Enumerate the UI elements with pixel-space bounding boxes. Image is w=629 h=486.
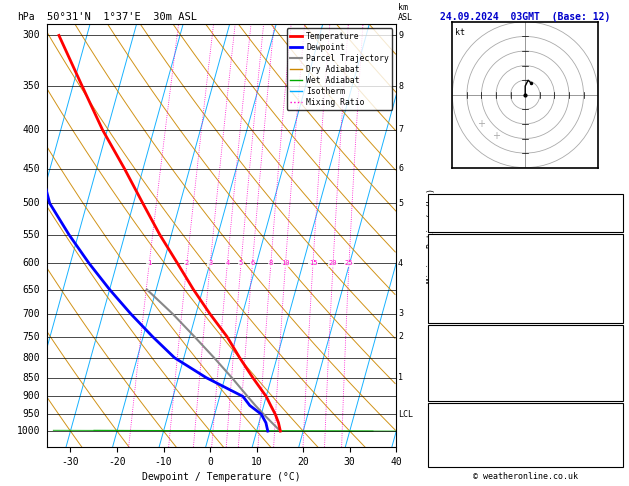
Text: 2.17: 2.17 (598, 221, 619, 230)
Text: PW (cm): PW (cm) (431, 221, 468, 230)
Text: 1001: 1001 (598, 340, 619, 348)
Text: 2: 2 (614, 378, 619, 386)
Text: Dewp (°C): Dewp (°C) (431, 261, 479, 270)
Text: 4: 4 (225, 260, 230, 266)
Text: 450: 450 (23, 164, 40, 174)
Text: 5: 5 (239, 260, 243, 266)
Text: © weatheronline.co.uk: © weatheronline.co.uk (473, 472, 577, 481)
Text: 500: 500 (23, 198, 40, 208)
Text: 313: 313 (603, 352, 619, 361)
Text: 800: 800 (23, 353, 40, 363)
Text: Totals Totals: Totals Totals (431, 208, 500, 217)
Text: θᵉ (K): θᵉ (K) (431, 352, 463, 361)
Text: Most Unstable: Most Unstable (491, 327, 559, 336)
Text: 1: 1 (147, 260, 152, 266)
Text: StmSpd (kt): StmSpd (kt) (431, 456, 489, 465)
Text: 8: 8 (269, 260, 273, 266)
Text: 3: 3 (398, 310, 403, 318)
Text: 850: 850 (23, 373, 40, 382)
Text: 1: 1 (398, 373, 403, 382)
Text: 313: 313 (603, 274, 619, 283)
Text: 700: 700 (23, 309, 40, 319)
Text: +: + (492, 131, 500, 140)
Text: Mixing Ratio (g/kg): Mixing Ratio (g/kg) (426, 188, 436, 283)
Text: 600: 600 (23, 258, 40, 268)
Text: 400: 400 (23, 125, 40, 135)
Text: 750: 750 (23, 331, 40, 342)
Text: Surface: Surface (507, 236, 543, 245)
Text: Lifted Index: Lifted Index (431, 287, 494, 295)
Text: 267°: 267° (598, 443, 619, 452)
Text: 1: 1 (614, 365, 619, 374)
Text: Hodograph: Hodograph (501, 405, 549, 414)
Text: StmDir: StmDir (431, 443, 463, 452)
Text: +: + (477, 119, 486, 129)
Text: Pressure (mb): Pressure (mb) (431, 340, 500, 348)
Text: CAPE (J): CAPE (J) (431, 299, 474, 308)
Text: 550: 550 (23, 229, 40, 240)
Text: 1000: 1000 (17, 426, 40, 436)
Text: 24.09.2024  03GMT  (Base: 12): 24.09.2024 03GMT (Base: 12) (440, 12, 610, 22)
Legend: Temperature, Dewpoint, Parcel Trajectory, Dry Adiabat, Wet Adiabat, Isotherm, Mi: Temperature, Dewpoint, Parcel Trajectory… (287, 28, 392, 110)
Text: 650: 650 (23, 284, 40, 295)
Text: 300: 300 (23, 31, 40, 40)
Text: K: K (431, 196, 437, 205)
Text: LCL: LCL (398, 410, 413, 419)
Text: 1: 1 (614, 287, 619, 295)
Text: θᵉ(K): θᵉ(K) (431, 274, 458, 283)
Text: 12.4: 12.4 (598, 261, 619, 270)
Text: 950: 950 (23, 409, 40, 419)
Text: CAPE (J): CAPE (J) (431, 378, 474, 386)
Text: 14: 14 (608, 431, 619, 439)
Text: 4: 4 (398, 259, 403, 268)
Text: 20: 20 (329, 260, 337, 266)
Text: 17: 17 (608, 418, 619, 427)
X-axis label: Dewpoint / Temperature (°C): Dewpoint / Temperature (°C) (142, 472, 301, 483)
Text: 15.1: 15.1 (598, 249, 619, 258)
Text: 25: 25 (608, 196, 619, 205)
Text: CIN (J): CIN (J) (431, 312, 468, 321)
Text: kt: kt (455, 28, 465, 37)
Text: 350: 350 (23, 81, 40, 91)
Text: Lifted Index: Lifted Index (431, 365, 494, 374)
Text: hPa: hPa (18, 12, 35, 22)
Text: 50°31'N  1°37'E  30m ASL: 50°31'N 1°37'E 30m ASL (47, 12, 197, 22)
Text: 16: 16 (608, 390, 619, 399)
Text: EH: EH (431, 418, 442, 427)
Text: SREH: SREH (431, 431, 452, 439)
Text: 3: 3 (208, 260, 213, 266)
Text: 900: 900 (23, 391, 40, 401)
Text: 15: 15 (309, 260, 317, 266)
Text: 8: 8 (398, 82, 403, 90)
Text: 9: 9 (398, 31, 403, 40)
Text: 50: 50 (608, 208, 619, 217)
Text: CIN (J): CIN (J) (431, 390, 468, 399)
Text: 7: 7 (398, 125, 403, 135)
Text: 5: 5 (398, 199, 403, 208)
Text: 2: 2 (398, 332, 403, 341)
Text: 2: 2 (185, 260, 189, 266)
Text: 6: 6 (250, 260, 255, 266)
Text: 3: 3 (614, 456, 619, 465)
Text: 16: 16 (608, 312, 619, 321)
Text: 10: 10 (281, 260, 290, 266)
Text: Temp (°C): Temp (°C) (431, 249, 479, 258)
Text: 25: 25 (345, 260, 353, 266)
Text: 2: 2 (614, 299, 619, 308)
Text: km
ASL: km ASL (398, 3, 413, 22)
Text: 6: 6 (398, 164, 403, 173)
